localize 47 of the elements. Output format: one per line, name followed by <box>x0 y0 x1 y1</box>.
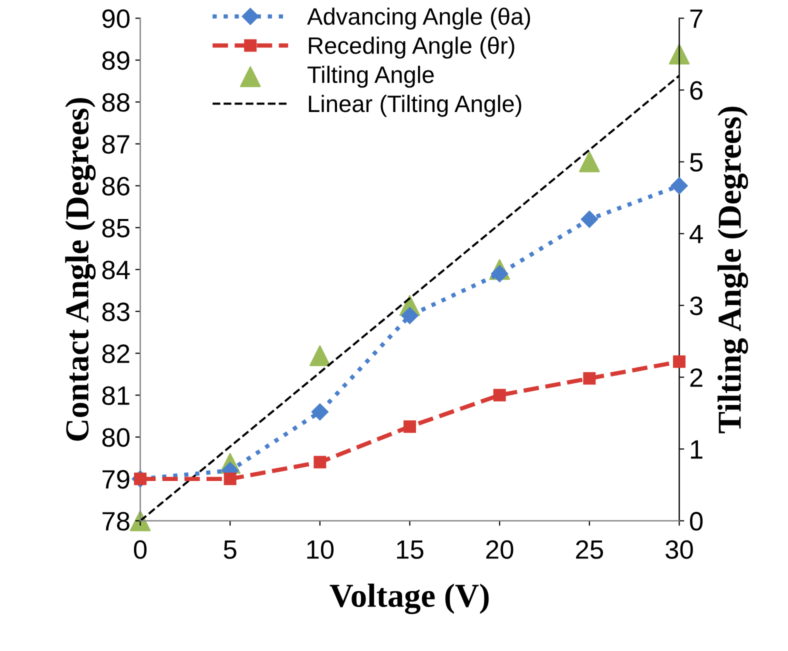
y2-tick-label: 6 <box>690 81 702 100</box>
x-tick-label: 10 <box>307 540 334 559</box>
y-tick-label: 86 <box>102 176 130 196</box>
point <box>311 403 328 420</box>
y-tick-label: 85 <box>102 218 130 238</box>
point <box>580 210 598 228</box>
y-tick-label: 84 <box>102 260 130 280</box>
y2-tick-label: 7 <box>690 10 702 28</box>
point <box>583 372 596 385</box>
y2-tick-label: 4 <box>690 225 703 244</box>
y-tick-label: 82 <box>102 344 130 364</box>
y-tick-label: 88 <box>102 93 130 112</box>
y-tick-label: 90 <box>102 9 130 28</box>
x-tick-label: 5 <box>224 540 236 559</box>
point <box>579 151 600 172</box>
point <box>310 345 330 366</box>
y2-tick-label: 2 <box>690 368 702 387</box>
y-tick-label: 80 <box>102 428 130 447</box>
x-tick-label: 25 <box>576 540 603 559</box>
y-tick-label: 81 <box>102 386 130 405</box>
y-tick-label: 89 <box>102 51 130 70</box>
y2-tick-label: 5 <box>690 153 703 172</box>
legend-label: Receding Angle (θr) <box>308 36 514 59</box>
y-axis-title: Contact Angle (Degrees) <box>65 98 96 441</box>
point <box>224 472 236 486</box>
x-tick-label: 30 <box>666 540 693 559</box>
point <box>493 388 506 402</box>
y2-axis-title: Tilting Angle (Degrees) <box>718 106 748 434</box>
legend-label: Linear (Tilting Angle) <box>308 94 522 117</box>
y-tick-label: 79 <box>102 470 130 489</box>
y-tick-label: 87 <box>102 135 130 154</box>
point <box>401 307 418 324</box>
x-axis-title: Voltage (V) <box>330 584 489 614</box>
point <box>404 420 416 433</box>
point <box>670 177 688 194</box>
point <box>673 355 686 368</box>
x-tick-label: 0 <box>134 540 147 559</box>
y2-tick-label: 3 <box>690 296 702 316</box>
y2-tick-label: 0 <box>690 512 703 531</box>
point <box>314 456 326 468</box>
x-tick-label: 15 <box>397 540 424 559</box>
x-tick-label: 20 <box>486 540 514 559</box>
y-tick-label: 83 <box>102 302 130 322</box>
legend-label: Tilting Angle <box>308 66 434 88</box>
y2-tick-label: 1 <box>690 440 702 459</box>
y-tick-label: 78 <box>102 512 130 531</box>
legend-label: Advancing Angle (θa) <box>307 8 530 30</box>
